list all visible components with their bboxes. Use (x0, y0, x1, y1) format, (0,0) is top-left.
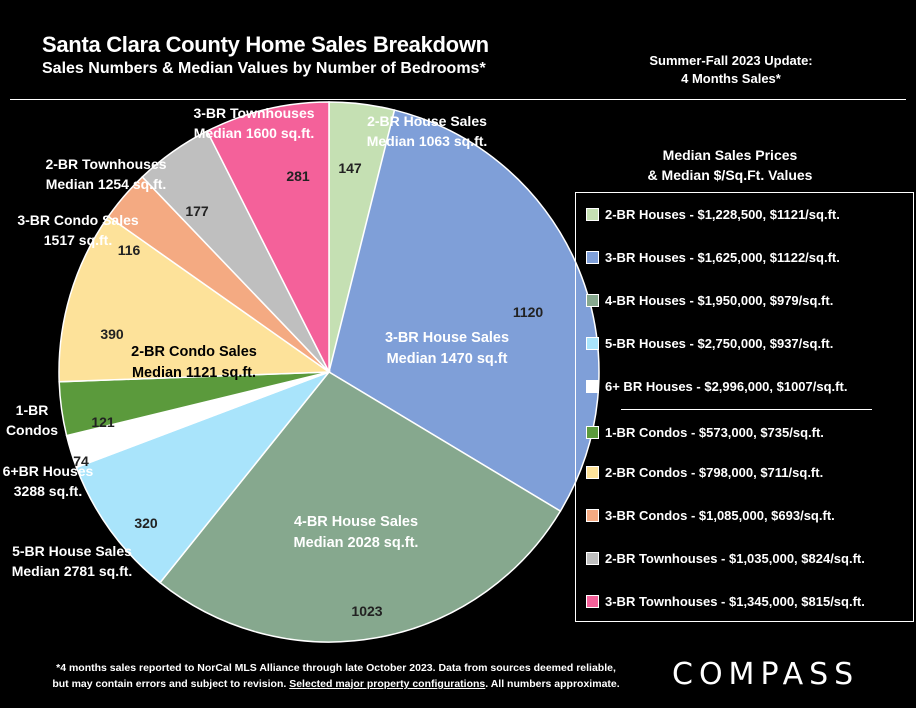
slice-value-label: 147 (338, 160, 362, 176)
legend-label: 2-BR Houses - $1,228,500, $1121/sq.ft. (605, 206, 840, 222)
legend-label: 2-BR Townhouses - $1,035,000, $824/sq.ft… (605, 550, 865, 566)
legend-item: 2-BR Houses - $1,228,500, $1121/sq.ft. (586, 205, 840, 223)
legend-item: 1-BR Condos - $573,000, $735/sq.ft. (586, 423, 824, 441)
legend-title-line-2: & Median $/Sq.Ft. Values (647, 167, 813, 183)
legend-item: 5-BR Houses - $2,750,000, $937/sq.ft. (586, 334, 833, 352)
compass-logo: COMPASS (672, 657, 860, 692)
update-line-1: Summer-Fall 2023 Update: (649, 53, 813, 68)
legend-item: 3-BR Condos - $1,085,000, $693/sq.ft. (586, 506, 835, 524)
legend-swatch (586, 508, 599, 522)
slice-value-label: 121 (91, 414, 115, 430)
legend-swatch (586, 465, 599, 479)
slice-category-label: 2-BR Townhouses (45, 156, 166, 172)
chart-title: Santa Clara County Home Sales Breakdown (42, 32, 489, 57)
legend-label: 3-BR Houses - $1,625,000, $1122/sq.ft. (605, 249, 840, 265)
footnote-link: Selected major property configurations (289, 678, 486, 690)
slice-category-label: 2-BR House Sales (367, 113, 487, 129)
slice-category-label: Median 1121 sq.ft. (132, 365, 256, 381)
pie-slice (328, 109, 600, 513)
footnote-line-2-start: but may contain errors and subject to re… (52, 678, 290, 690)
slice-category-label: 1-BR (16, 402, 49, 418)
pie-slice (206, 101, 330, 373)
legend-label: 4-BR Houses - $1,950,000, $979/sq.ft. (605, 292, 834, 308)
legend-item: 3-BR Townhouses - $1,345,000, $815/sq.ft… (586, 592, 865, 610)
slice-category-label: 6+BR Houses (3, 463, 94, 479)
legend-swatch (586, 293, 599, 307)
header-divider (10, 99, 906, 100)
slice-value-label: 116 (118, 242, 141, 258)
legend-swatch (586, 250, 599, 264)
legend-swatch (586, 379, 599, 393)
slice-value-label: 1023 (351, 603, 382, 619)
slice-category-label: 3-BR House Sales (385, 330, 509, 346)
legend-swatch (586, 207, 599, 221)
legend-title: Median Sales Prices & Median $/Sq.Ft. Va… (640, 145, 820, 185)
slice-value-label: 320 (134, 515, 158, 531)
slice-category-label: 4-BR House Sales (294, 514, 418, 530)
legend-label: 1-BR Condos - $573,000, $735/sq.ft. (605, 424, 824, 440)
legend-label: 3-BR Townhouses - $1,345,000, $815/sq.ft… (605, 593, 865, 609)
legend-label: 6+ BR Houses - $2,996,000, $1007/sq.ft. (605, 378, 848, 394)
slice-category-label: Median 1254 sq.ft. (46, 176, 167, 192)
legend-separator (621, 409, 872, 410)
legend-swatch (586, 336, 599, 350)
slice-category-label: Median 1470 sq.ft (387, 351, 508, 367)
slice-value-label: 74 (73, 453, 89, 469)
slice-category-label: 3288 sq.ft. (14, 483, 82, 499)
legend-label: 3-BR Condos - $1,085,000, $693/sq.ft. (605, 507, 835, 523)
legend-swatch (586, 551, 599, 565)
slice-value-label: 177 (185, 203, 209, 219)
legend-item: 4-BR Houses - $1,950,000, $979/sq.ft. (586, 291, 833, 309)
pie-slice (75, 370, 332, 584)
slice-category-label: 3-BR Condo Sales (17, 212, 139, 228)
pie-slice (159, 371, 562, 643)
footnote-line-2: but may contain errors and subject to re… (16, 676, 656, 692)
slice-category-label: Median 1600 sq.ft. (194, 125, 315, 141)
slice-value-label: 1120 (513, 304, 544, 320)
legend-box: 2-BR Houses - $1,228,500, $1121/sq.ft. 3-… (575, 192, 914, 622)
pie-slice (58, 215, 332, 383)
footnote: *4 months sales reported to NorCal MLS A… (16, 660, 656, 692)
slice-category-label: Condos (6, 422, 58, 438)
legend-swatch (586, 425, 599, 439)
legend-item: 3-BR Houses - $1,625,000, $1122/sq.ft. (586, 248, 840, 266)
chart-subtitle: Sales Numbers & Median Values by Number … (42, 60, 486, 77)
legend-label: 5-BR Houses - $2,750,000, $937/sq.ft. (605, 335, 834, 351)
slice-category-label: 1517 sq.ft. (44, 232, 112, 248)
slice-category-label: Median 2781 sq.ft. (12, 563, 133, 579)
slice-category-label: 3-BR Townhouses (193, 105, 314, 121)
slice-value-label: 281 (286, 168, 310, 184)
legend-item: 6+ BR Houses - $2,996,000, $1007/sq.ft. (586, 377, 847, 395)
slice-category-label: Median 2028 sq.ft. (294, 535, 419, 551)
slice-category-label: 5-BR House Sales (12, 543, 132, 559)
slice-category-label: Median 1063 sq.ft. (367, 133, 488, 149)
legend-title-line-1: Median Sales Prices (662, 147, 798, 163)
legend-swatch (586, 594, 599, 608)
slice-value-label: 390 (100, 326, 124, 342)
footnote-line-1: *4 months sales reported to NorCal MLS A… (56, 662, 616, 674)
update-note: Summer-Fall 2023 Update: 4 Months Sales* (636, 52, 826, 88)
legend-item: 2-BR Condos - $798,000, $711/sq.ft. (586, 463, 823, 481)
slice-category-label: 2-BR Condo Sales (131, 344, 257, 360)
update-line-2: 4 Months Sales* (681, 71, 781, 86)
legend-item: 2-BR Townhouses - $1,035,000, $824/sq.ft… (586, 549, 865, 567)
footnote-line-2-end: . All numbers approximate. (485, 678, 620, 690)
legend-label: 2-BR Condos - $798,000, $711/sq.ft. (605, 464, 824, 480)
